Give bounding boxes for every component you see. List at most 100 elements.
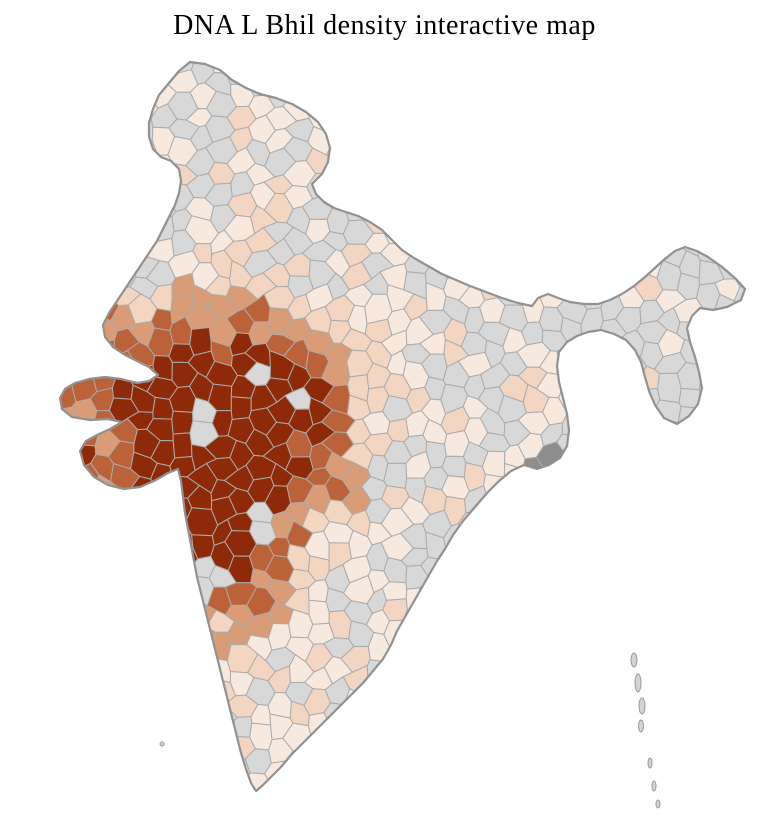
district-cell[interactable] xyxy=(633,631,666,662)
district-cell[interactable] xyxy=(699,172,721,200)
district-cell[interactable] xyxy=(425,779,449,805)
district-cell[interactable] xyxy=(148,667,180,694)
district-cell[interactable] xyxy=(673,542,704,571)
district-cell[interactable] xyxy=(170,721,199,750)
district-cell[interactable] xyxy=(170,567,193,595)
island[interactable] xyxy=(638,719,644,733)
district-cell[interactable] xyxy=(247,69,273,97)
district-cell[interactable] xyxy=(483,137,506,167)
district-cell[interactable] xyxy=(617,465,647,493)
district-cell[interactable] xyxy=(404,186,429,209)
district-cell[interactable] xyxy=(165,788,194,815)
district-cell[interactable] xyxy=(150,532,176,557)
district-cell[interactable] xyxy=(459,80,492,111)
district-cell[interactable] xyxy=(322,90,353,121)
district-cell[interactable] xyxy=(498,261,528,289)
district-cell[interactable] xyxy=(558,522,586,547)
district-cell[interactable] xyxy=(578,509,609,539)
district-cell[interactable] xyxy=(676,700,707,727)
district-cell[interactable] xyxy=(49,342,76,365)
island[interactable] xyxy=(651,780,657,792)
district-cell[interactable] xyxy=(524,793,543,814)
district-cell[interactable] xyxy=(93,721,119,752)
district-cell[interactable] xyxy=(541,692,570,715)
district-cell[interactable] xyxy=(110,603,139,627)
district-cell[interactable] xyxy=(538,602,566,627)
district-cell[interactable] xyxy=(751,182,769,209)
district-cell[interactable] xyxy=(634,524,664,549)
district-cell[interactable] xyxy=(419,713,451,740)
district-cell[interactable] xyxy=(676,656,707,681)
district-cell[interactable] xyxy=(752,432,769,455)
district-cell[interactable] xyxy=(111,372,134,400)
district-cell[interactable] xyxy=(54,113,78,143)
district-cell[interactable] xyxy=(92,138,118,160)
district-cell[interactable] xyxy=(89,91,117,116)
district-cell[interactable] xyxy=(189,758,219,784)
district-cell[interactable] xyxy=(92,203,122,234)
district-cell[interactable] xyxy=(757,680,769,706)
district-cell[interactable] xyxy=(445,69,473,99)
district-cell[interactable] xyxy=(735,216,758,244)
district-cell[interactable] xyxy=(73,735,97,764)
district-cell[interactable] xyxy=(541,172,566,197)
district-cell[interactable] xyxy=(555,226,588,255)
district-cell[interactable] xyxy=(601,159,625,189)
district-cell[interactable] xyxy=(757,612,769,638)
district-cell[interactable] xyxy=(561,789,587,815)
district-cell[interactable] xyxy=(579,667,605,696)
district-cell[interactable] xyxy=(304,83,336,104)
district-cell[interactable] xyxy=(54,95,78,119)
district-cell[interactable] xyxy=(477,569,509,592)
district-cell[interactable] xyxy=(418,151,451,178)
district-cell[interactable] xyxy=(171,410,194,435)
district-cell[interactable] xyxy=(620,175,643,198)
district-cell[interactable] xyxy=(753,228,769,254)
district-cell[interactable] xyxy=(87,497,121,526)
district-cell[interactable] xyxy=(52,701,78,729)
district-cell[interactable] xyxy=(561,768,587,795)
district-cell[interactable] xyxy=(537,665,567,696)
district-cell[interactable] xyxy=(107,219,139,243)
district-cell[interactable] xyxy=(503,102,525,130)
district-cell[interactable] xyxy=(441,119,469,144)
district-cell[interactable] xyxy=(523,745,548,770)
district-cell[interactable] xyxy=(698,466,725,491)
district-cell[interactable] xyxy=(442,613,470,639)
district-cell[interactable] xyxy=(754,524,769,545)
district-cell[interactable] xyxy=(696,485,723,513)
district-cell[interactable] xyxy=(399,163,432,189)
district-cell[interactable] xyxy=(111,733,141,762)
district-cell[interactable] xyxy=(519,250,550,280)
district-cell[interactable] xyxy=(752,543,769,570)
district-cell[interactable] xyxy=(501,128,529,156)
district-cell[interactable] xyxy=(523,204,544,235)
district-cell[interactable] xyxy=(463,172,489,199)
district-cell[interactable] xyxy=(457,761,487,786)
island[interactable] xyxy=(630,652,638,668)
district-cell[interactable] xyxy=(654,710,681,739)
district-cell[interactable] xyxy=(89,113,120,143)
district-cell[interactable] xyxy=(730,462,764,492)
district-cell[interactable] xyxy=(152,39,181,66)
district-cell[interactable] xyxy=(679,631,703,661)
district-cell[interactable] xyxy=(755,637,769,657)
district-cell[interactable] xyxy=(694,642,721,669)
district-cell[interactable] xyxy=(444,587,468,615)
district-cell[interactable] xyxy=(405,69,429,96)
district-cell[interactable] xyxy=(37,712,62,738)
district-cell[interactable] xyxy=(635,71,666,100)
district-cell[interactable] xyxy=(32,755,61,785)
district-cell[interactable] xyxy=(501,665,528,691)
district-cell[interactable] xyxy=(54,789,83,815)
district-cell[interactable] xyxy=(637,116,662,142)
district-cell[interactable] xyxy=(52,206,76,233)
district-cell[interactable] xyxy=(655,600,680,629)
district-cell[interactable] xyxy=(479,53,507,76)
district-cell[interactable] xyxy=(694,758,725,785)
district-cell[interactable] xyxy=(660,199,684,219)
district-cell[interactable] xyxy=(151,511,180,538)
district-cell[interactable] xyxy=(88,682,119,707)
district-cell[interactable] xyxy=(165,767,195,790)
district-cell[interactable] xyxy=(185,691,213,714)
